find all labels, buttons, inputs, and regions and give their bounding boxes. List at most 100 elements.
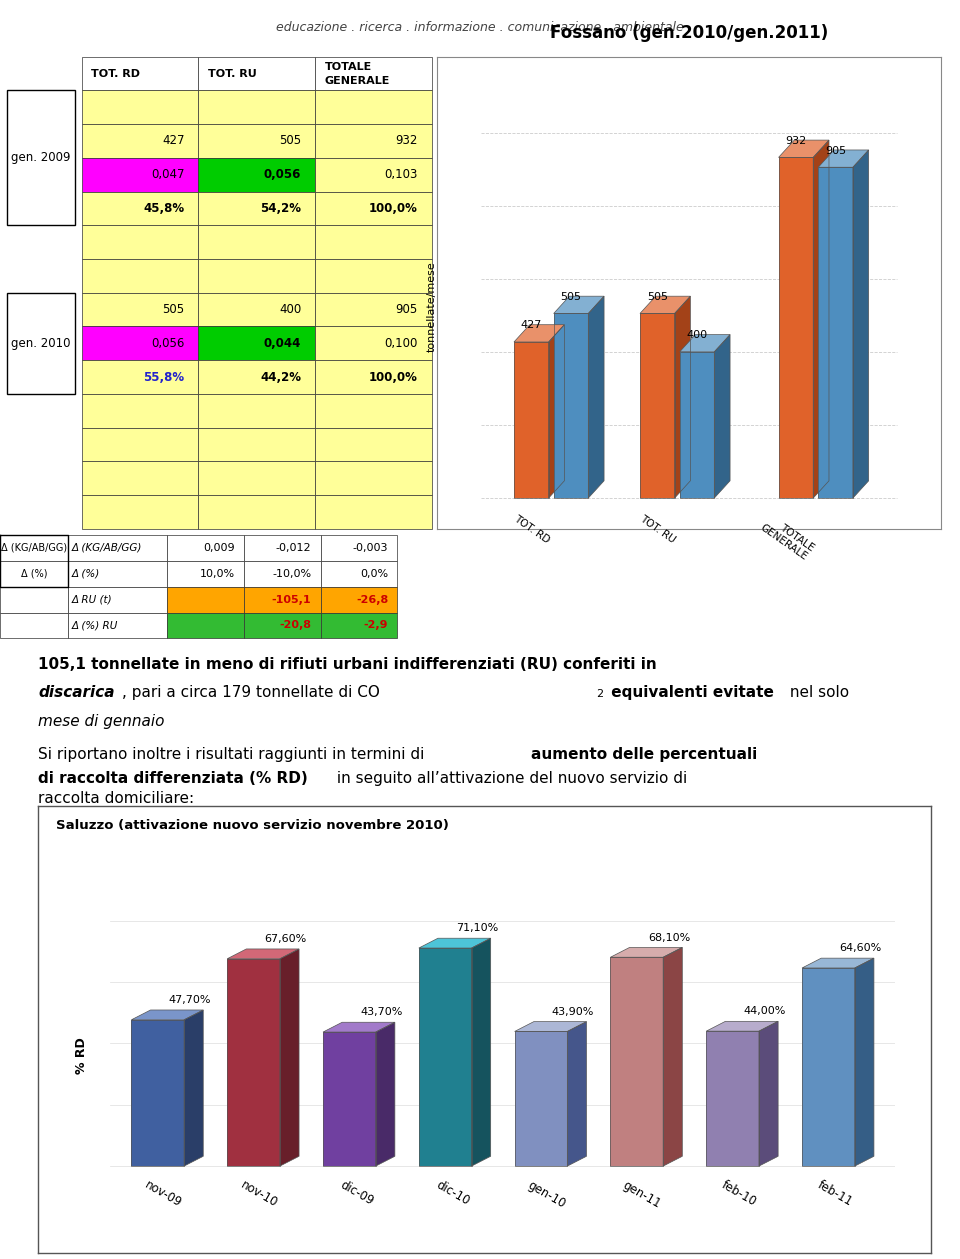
Polygon shape xyxy=(375,1022,395,1166)
Polygon shape xyxy=(280,949,300,1166)
Polygon shape xyxy=(471,938,491,1166)
Bar xyxy=(199,225,315,259)
Text: 0,100: 0,100 xyxy=(385,337,418,350)
Bar xyxy=(244,587,321,613)
Text: 505: 505 xyxy=(561,292,582,302)
Bar xyxy=(82,191,199,225)
Text: 427: 427 xyxy=(162,135,184,147)
Text: discarica: discarica xyxy=(38,685,115,700)
Polygon shape xyxy=(554,296,604,313)
Text: equivalenti evitate: equivalenti evitate xyxy=(607,685,774,700)
Text: feb-10: feb-10 xyxy=(719,1178,759,1209)
Text: dic-09: dic-09 xyxy=(338,1178,375,1207)
Text: TOTALE
GENERALE: TOTALE GENERALE xyxy=(758,514,816,563)
Text: -2,9: -2,9 xyxy=(364,621,388,631)
Bar xyxy=(315,57,432,91)
Bar xyxy=(82,495,199,529)
Bar xyxy=(82,360,199,394)
Polygon shape xyxy=(515,1021,587,1031)
Text: 0,056: 0,056 xyxy=(264,169,301,181)
Polygon shape xyxy=(419,938,491,948)
Bar xyxy=(82,394,199,428)
Text: , pari a circa 179 tonnellate di CO: , pari a circa 179 tonnellate di CO xyxy=(122,685,380,700)
Text: 932: 932 xyxy=(396,135,418,147)
Text: 0,103: 0,103 xyxy=(385,169,418,181)
Polygon shape xyxy=(675,296,690,499)
Bar xyxy=(82,428,199,461)
Polygon shape xyxy=(419,948,471,1166)
Text: Fossano (gen.2010/gen.2011): Fossano (gen.2010/gen.2011) xyxy=(550,24,828,43)
Text: 10,0%: 10,0% xyxy=(200,569,234,579)
Text: aumento delle percentuali: aumento delle percentuali xyxy=(531,747,757,762)
Text: TOT. RD: TOT. RD xyxy=(512,514,551,545)
Bar xyxy=(82,225,199,259)
Polygon shape xyxy=(228,949,300,959)
Polygon shape xyxy=(707,1021,779,1031)
Polygon shape xyxy=(802,968,854,1166)
Text: 100,0%: 100,0% xyxy=(369,370,418,384)
Text: 400: 400 xyxy=(686,330,708,340)
Text: 0,056: 0,056 xyxy=(151,337,184,350)
Bar xyxy=(199,125,315,157)
Polygon shape xyxy=(132,1020,184,1166)
Bar xyxy=(167,562,244,587)
Polygon shape xyxy=(818,150,869,167)
Bar xyxy=(167,535,244,562)
Text: -20,8: -20,8 xyxy=(279,621,311,631)
Text: gen-10: gen-10 xyxy=(525,1178,567,1210)
Bar xyxy=(199,394,315,428)
Polygon shape xyxy=(714,335,730,499)
Text: 0,047: 0,047 xyxy=(151,169,184,181)
Polygon shape xyxy=(515,1031,567,1166)
Bar xyxy=(167,613,244,638)
Bar xyxy=(67,562,167,587)
Polygon shape xyxy=(323,1022,395,1032)
Polygon shape xyxy=(680,335,730,351)
Polygon shape xyxy=(854,958,874,1166)
Bar xyxy=(199,495,315,529)
Bar xyxy=(199,157,315,191)
Text: Δ (KG/AB/GG): Δ (KG/AB/GG) xyxy=(1,543,67,553)
Bar xyxy=(67,587,167,613)
Text: 0,044: 0,044 xyxy=(264,337,301,350)
Bar xyxy=(321,562,397,587)
Text: raccolta domiciliare:: raccolta domiciliare: xyxy=(38,791,195,806)
Text: 67,60%: 67,60% xyxy=(265,934,307,944)
Bar xyxy=(7,293,75,394)
Text: gen-11: gen-11 xyxy=(620,1178,663,1210)
Bar xyxy=(199,293,315,326)
Bar xyxy=(315,191,432,225)
Text: % RD: % RD xyxy=(75,1037,87,1074)
Text: 64,60%: 64,60% xyxy=(839,943,881,953)
Bar xyxy=(315,326,432,360)
Polygon shape xyxy=(640,296,690,313)
Bar xyxy=(321,613,397,638)
Bar xyxy=(0,562,67,587)
Text: dic-10: dic-10 xyxy=(433,1178,471,1207)
Bar xyxy=(315,394,432,428)
Bar xyxy=(321,535,397,562)
Bar xyxy=(82,91,199,125)
Bar xyxy=(167,587,244,613)
Text: -26,8: -26,8 xyxy=(356,594,388,604)
Text: 43,90%: 43,90% xyxy=(552,1007,594,1017)
Text: 100,0%: 100,0% xyxy=(369,201,418,215)
Polygon shape xyxy=(779,140,829,157)
Bar xyxy=(82,326,199,360)
Text: 505: 505 xyxy=(647,292,668,302)
Text: 905: 905 xyxy=(825,146,846,156)
Bar xyxy=(315,91,432,125)
Text: 47,70%: 47,70% xyxy=(169,995,211,1005)
Bar xyxy=(199,461,315,495)
Bar xyxy=(82,157,199,191)
Bar xyxy=(199,91,315,125)
Polygon shape xyxy=(548,325,564,499)
Bar xyxy=(315,259,432,293)
Bar xyxy=(315,125,432,157)
Text: -10,0%: -10,0% xyxy=(273,569,311,579)
Bar xyxy=(67,535,167,562)
Text: 0,0%: 0,0% xyxy=(360,569,388,579)
Text: 55,8%: 55,8% xyxy=(143,370,184,384)
Polygon shape xyxy=(228,959,280,1166)
Bar xyxy=(315,495,432,529)
